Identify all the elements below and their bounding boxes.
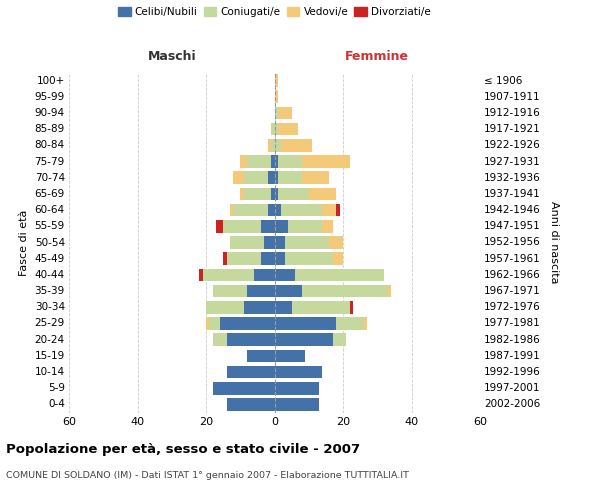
Bar [281,204,322,216]
Bar [329,236,343,249]
Bar [275,301,292,314]
Bar [364,317,367,330]
Bar [275,90,278,103]
Bar [223,252,227,265]
Text: Femmine: Femmine [345,50,409,63]
Bar [233,172,244,184]
Bar [213,285,247,298]
Bar [275,172,278,184]
Bar [336,317,364,330]
Bar [322,220,333,232]
Bar [244,188,271,200]
Bar [271,188,275,200]
Bar [275,398,319,410]
Bar [230,204,233,216]
Bar [271,139,275,151]
Bar [223,220,261,232]
Bar [275,252,285,265]
Bar [278,106,292,120]
Bar [350,301,353,314]
Bar [230,236,264,249]
Text: Maschi: Maschi [148,50,196,63]
Bar [302,285,388,298]
Bar [278,188,309,200]
Bar [275,139,281,151]
Bar [309,188,336,200]
Bar [244,172,268,184]
Bar [227,366,275,378]
Bar [275,188,278,200]
Bar [271,155,275,168]
Bar [278,155,302,168]
Bar [227,398,275,410]
Bar [275,236,285,249]
Bar [206,301,244,314]
Bar [268,172,275,184]
Text: Popolazione per età, sesso e stato civile - 2007: Popolazione per età, sesso e stato civil… [6,442,360,456]
Bar [275,366,322,378]
Bar [275,350,305,362]
Bar [275,220,288,232]
Bar [333,334,346,346]
Legend: Celibi/Nubili, Coniugati/e, Vedovi/e, Divorziati/e: Celibi/Nubili, Coniugati/e, Vedovi/e, Di… [114,3,435,21]
Bar [285,236,329,249]
Bar [206,317,209,330]
Bar [302,155,350,168]
Bar [275,285,302,298]
Bar [213,334,227,346]
Bar [275,317,336,330]
Y-axis label: Anni di nascita: Anni di nascita [549,201,559,283]
Bar [261,220,275,232]
Bar [333,252,343,265]
Bar [268,139,271,151]
Bar [322,204,336,216]
Bar [302,172,329,184]
Bar [275,204,281,216]
Bar [295,268,384,281]
Bar [388,285,391,298]
Bar [233,204,268,216]
Bar [213,382,275,394]
Bar [220,317,275,330]
Bar [199,268,203,281]
Bar [278,172,302,184]
Bar [244,301,275,314]
Bar [227,252,261,265]
Bar [275,382,319,394]
Bar [247,285,275,298]
Bar [216,220,223,232]
Bar [227,334,275,346]
Bar [268,204,275,216]
Bar [288,220,322,232]
Bar [275,106,278,120]
Bar [247,155,271,168]
Bar [275,74,278,87]
Bar [275,334,333,346]
Bar [240,155,247,168]
Y-axis label: Fasce di età: Fasce di età [19,210,29,276]
Bar [203,268,254,281]
Bar [240,188,244,200]
Bar [275,123,278,136]
Bar [247,350,275,362]
Bar [292,301,350,314]
Bar [281,139,312,151]
Bar [278,123,298,136]
Text: COMUNE DI SOLDANO (IM) - Dati ISTAT 1° gennaio 2007 - Elaborazione TUTTITALIA.IT: COMUNE DI SOLDANO (IM) - Dati ISTAT 1° g… [6,471,409,480]
Bar [336,204,340,216]
Bar [264,236,275,249]
Bar [275,268,295,281]
Bar [285,252,333,265]
Bar [261,252,275,265]
Bar [271,123,275,136]
Bar [275,155,278,168]
Bar [209,317,220,330]
Bar [254,268,275,281]
